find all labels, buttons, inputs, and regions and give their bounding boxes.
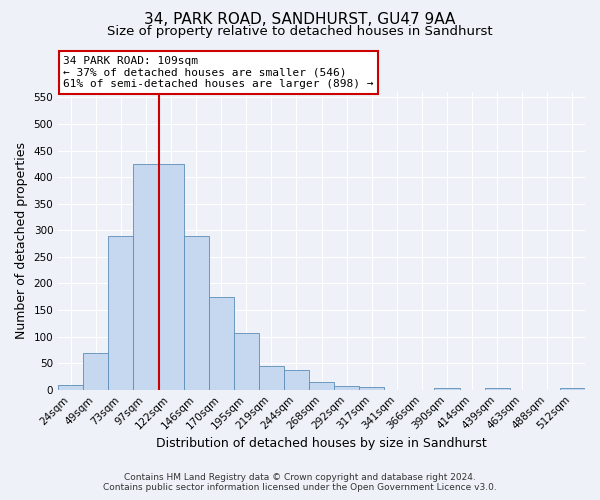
- Bar: [158, 164, 184, 390]
- Text: 34, PARK ROAD, SANDHURST, GU47 9AA: 34, PARK ROAD, SANDHURST, GU47 9AA: [145, 12, 455, 28]
- Bar: [334, 386, 359, 390]
- X-axis label: Distribution of detached houses by size in Sandhurst: Distribution of detached houses by size …: [156, 437, 487, 450]
- Text: Contains HM Land Registry data © Crown copyright and database right 2024.
Contai: Contains HM Land Registry data © Crown c…: [103, 473, 497, 492]
- Bar: [109, 236, 133, 390]
- Bar: [560, 388, 585, 390]
- Bar: [83, 352, 109, 390]
- Bar: [209, 296, 234, 390]
- Bar: [309, 382, 334, 390]
- Text: 34 PARK ROAD: 109sqm
← 37% of detached houses are smaller (546)
61% of semi-deta: 34 PARK ROAD: 109sqm ← 37% of detached h…: [64, 56, 374, 89]
- Bar: [259, 366, 284, 390]
- Bar: [284, 370, 309, 390]
- Bar: [58, 386, 83, 390]
- Bar: [359, 387, 385, 390]
- Bar: [184, 236, 209, 390]
- Y-axis label: Number of detached properties: Number of detached properties: [15, 142, 28, 340]
- Bar: [485, 388, 510, 390]
- Bar: [234, 334, 259, 390]
- Bar: [434, 388, 460, 390]
- Text: Size of property relative to detached houses in Sandhurst: Size of property relative to detached ho…: [107, 25, 493, 38]
- Bar: [133, 164, 158, 390]
